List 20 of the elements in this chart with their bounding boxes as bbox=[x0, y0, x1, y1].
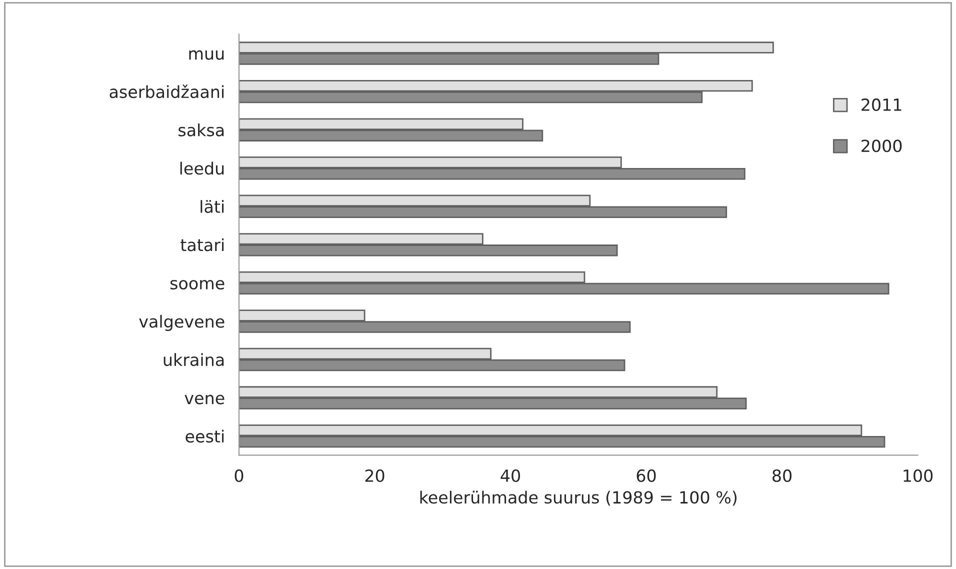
y-tick-label: ukraina bbox=[164, 353, 224, 366]
legend-label: 2011 bbox=[862, 98, 902, 112]
y-tick-label: leedu bbox=[180, 162, 224, 175]
y-tick-label: tatari bbox=[180, 238, 224, 252]
legend-label: 2000 bbox=[862, 140, 902, 152]
x-tick-label: 100 bbox=[904, 469, 933, 482]
x-tick-label: 60 bbox=[636, 469, 656, 482]
y-tick-label: valgevene bbox=[139, 314, 224, 332]
x-tick-label: 0 bbox=[234, 469, 244, 482]
x-axis-title: keelerühmade suurus (1989 = 100 %) bbox=[420, 490, 737, 506]
x-tick-label: 80 bbox=[772, 469, 792, 482]
y-tick-label: soome bbox=[170, 280, 224, 290]
x-tick-label: 20 bbox=[365, 469, 384, 482]
x-tick-label: 40 bbox=[500, 469, 520, 482]
y-tick-label: eesti bbox=[186, 430, 224, 443]
y-tick-label: muu bbox=[189, 50, 224, 60]
y-tick-label: läti bbox=[200, 200, 224, 213]
y-tick-label: aserbaidžaani bbox=[110, 84, 224, 98]
y-tick-label: vene bbox=[184, 394, 224, 404]
y-tick-label: saksa bbox=[178, 124, 224, 136]
